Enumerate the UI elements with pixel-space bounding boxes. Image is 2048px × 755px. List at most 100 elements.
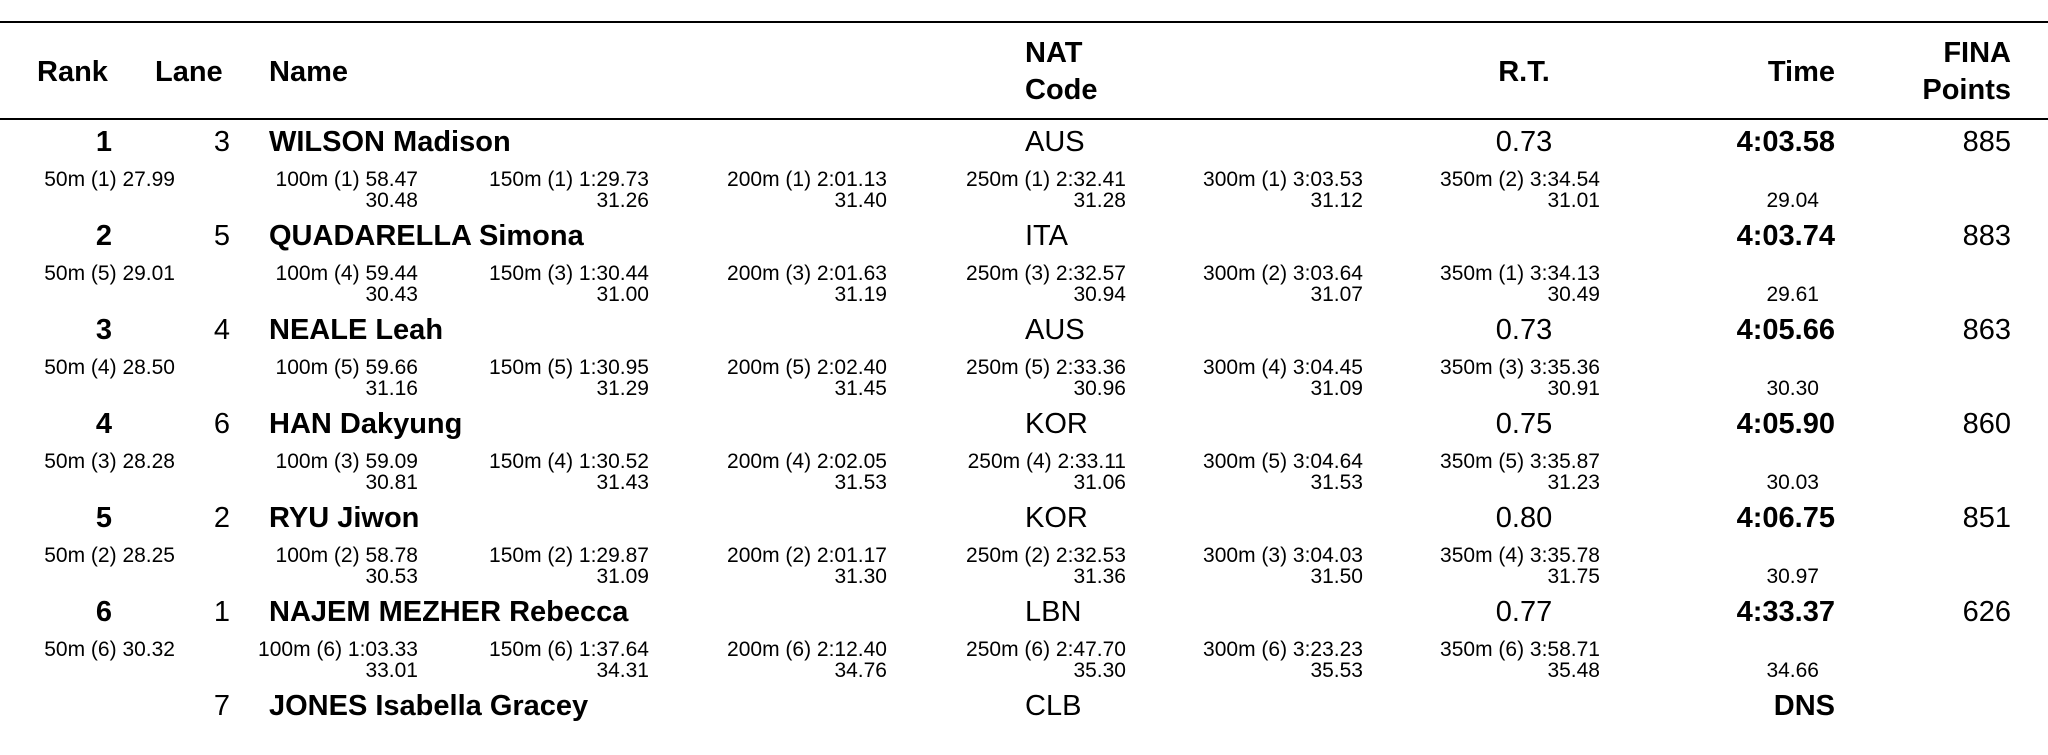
split-distance: 350m xyxy=(1440,168,1493,191)
split-time: 28.28 xyxy=(122,450,175,473)
rule xyxy=(0,21,2048,23)
split-position: (3) xyxy=(1261,544,1288,567)
split-distance: 250m xyxy=(966,168,1019,191)
lap-time: 31.09 xyxy=(1310,377,1363,400)
split-position: (2) xyxy=(785,544,812,567)
lap-time: 33.01 xyxy=(365,659,418,682)
lap-time: 31.06 xyxy=(1073,471,1126,494)
split: 200m (3) 2:01.63 xyxy=(727,263,887,284)
split-position: (3) xyxy=(785,262,812,285)
split-position: (3) xyxy=(90,450,117,473)
lap-time: 30.48 xyxy=(365,189,418,212)
nat: LBN xyxy=(1025,596,1082,628)
lap-time: 31.43 xyxy=(596,471,649,494)
split-distance: 200m xyxy=(727,638,780,661)
split: 200m (2) 2:01.17 xyxy=(727,545,887,566)
split-distance: 200m xyxy=(727,262,780,285)
split-position: (4) xyxy=(90,356,117,379)
split: 350m (4) 3:35.78 xyxy=(1440,545,1600,566)
split-position: (4) xyxy=(785,450,812,473)
split-time: 3:04.64 xyxy=(1292,450,1363,473)
split-time: 3:04.45 xyxy=(1292,356,1363,379)
split: 250m (5) 2:33.36 xyxy=(966,357,1126,378)
split-time: 1:29.73 xyxy=(578,168,649,191)
lane: 6 xyxy=(213,408,231,440)
header-nat: NAT xyxy=(1025,37,1083,69)
nat: AUS xyxy=(1025,126,1085,158)
split-position: (6) xyxy=(90,638,117,661)
split-time: 2:01.63 xyxy=(816,262,887,285)
split: 200m (1) 2:01.13 xyxy=(727,169,887,190)
split-distance: 100m xyxy=(275,450,329,473)
split-position: (3) xyxy=(1024,262,1051,285)
rank: 5 xyxy=(95,502,113,534)
swimmer-name: NEALE Leah xyxy=(269,314,444,346)
split-time: 1:03.33 xyxy=(347,638,418,661)
split: 300m (1) 3:03.53 xyxy=(1203,169,1363,190)
split-distance: 100m xyxy=(275,544,329,567)
split: 300m (3) 3:04.03 xyxy=(1203,545,1363,566)
split-time: 1:30.44 xyxy=(578,262,649,285)
split-distance: 200m xyxy=(727,356,780,379)
split: 250m (4) 2:33.11 xyxy=(968,451,1126,472)
split-position: (5) xyxy=(785,356,812,379)
split-distance: 50m xyxy=(44,168,86,191)
lap-time: 31.53 xyxy=(834,471,887,494)
split-time: 59.44 xyxy=(365,262,418,285)
split-position: (4) xyxy=(1498,544,1525,567)
lap-time: 31.29 xyxy=(596,377,649,400)
nat: AUS xyxy=(1025,314,1085,346)
header-rank: Rank xyxy=(37,56,108,88)
split: 100m (4) 59.44 xyxy=(276,263,418,284)
lap-time: 29.61 xyxy=(1766,283,1819,306)
split-position: (5) xyxy=(1261,450,1288,473)
split: 100m (5) 59.66 xyxy=(276,357,418,378)
time: 4:06.75 xyxy=(1736,502,1835,534)
split-time: 30.32 xyxy=(122,638,175,661)
split: 100m (3) 59.09 xyxy=(276,451,418,472)
split-time: 28.25 xyxy=(122,544,175,567)
split: 150m (4) 1:30.52 xyxy=(489,451,649,472)
split: 350m (5) 3:35.87 xyxy=(1440,451,1600,472)
lap-time: 30.97 xyxy=(1766,565,1819,588)
split-distance: 50m xyxy=(44,356,86,379)
points: 860 xyxy=(1962,408,2011,440)
split-time: 29.01 xyxy=(122,262,175,285)
split-position: (6) xyxy=(1261,638,1288,661)
lap-time: 31.19 xyxy=(834,283,887,306)
header-points: Points xyxy=(1922,74,2011,106)
lane: 3 xyxy=(213,126,231,158)
split-distance: 200m xyxy=(727,168,780,191)
points: 885 xyxy=(1962,126,2011,158)
split-position: (2) xyxy=(1498,168,1525,191)
lap-time: 31.16 xyxy=(365,377,418,400)
split-distance: 200m xyxy=(727,544,780,567)
header-points: FINA xyxy=(1943,37,2011,69)
split: 350m (3) 3:35.36 xyxy=(1440,357,1600,378)
lap-time: 31.26 xyxy=(596,189,649,212)
split-position: (2) xyxy=(333,544,360,567)
split-position: (1) xyxy=(547,168,574,191)
split-position: (6) xyxy=(316,638,343,661)
split-position: (5) xyxy=(1498,450,1525,473)
split-distance: 350m xyxy=(1440,450,1493,473)
split-position: (4) xyxy=(1261,356,1288,379)
time: DNS xyxy=(1773,690,1835,722)
reaction-time: 0.73 xyxy=(1495,314,1553,346)
lap-time: 34.76 xyxy=(834,659,887,682)
split-distance: 50m xyxy=(44,544,86,567)
lap-time: 30.96 xyxy=(1073,377,1126,400)
lap-time: 31.07 xyxy=(1310,283,1363,306)
split-distance: 300m xyxy=(1203,168,1256,191)
split-time: 3:03.53 xyxy=(1292,168,1363,191)
lap-time: 31.28 xyxy=(1073,189,1126,212)
split-position: (1) xyxy=(785,168,812,191)
lap-time: 31.23 xyxy=(1547,471,1600,494)
split-distance: 300m xyxy=(1203,638,1256,661)
split: 100m (1) 58.47 xyxy=(276,169,418,190)
split: 250m (6) 2:47.70 xyxy=(966,639,1126,660)
split-position: (3) xyxy=(1498,356,1525,379)
split-position: (4) xyxy=(547,450,574,473)
lap-time: 30.53 xyxy=(365,565,418,588)
